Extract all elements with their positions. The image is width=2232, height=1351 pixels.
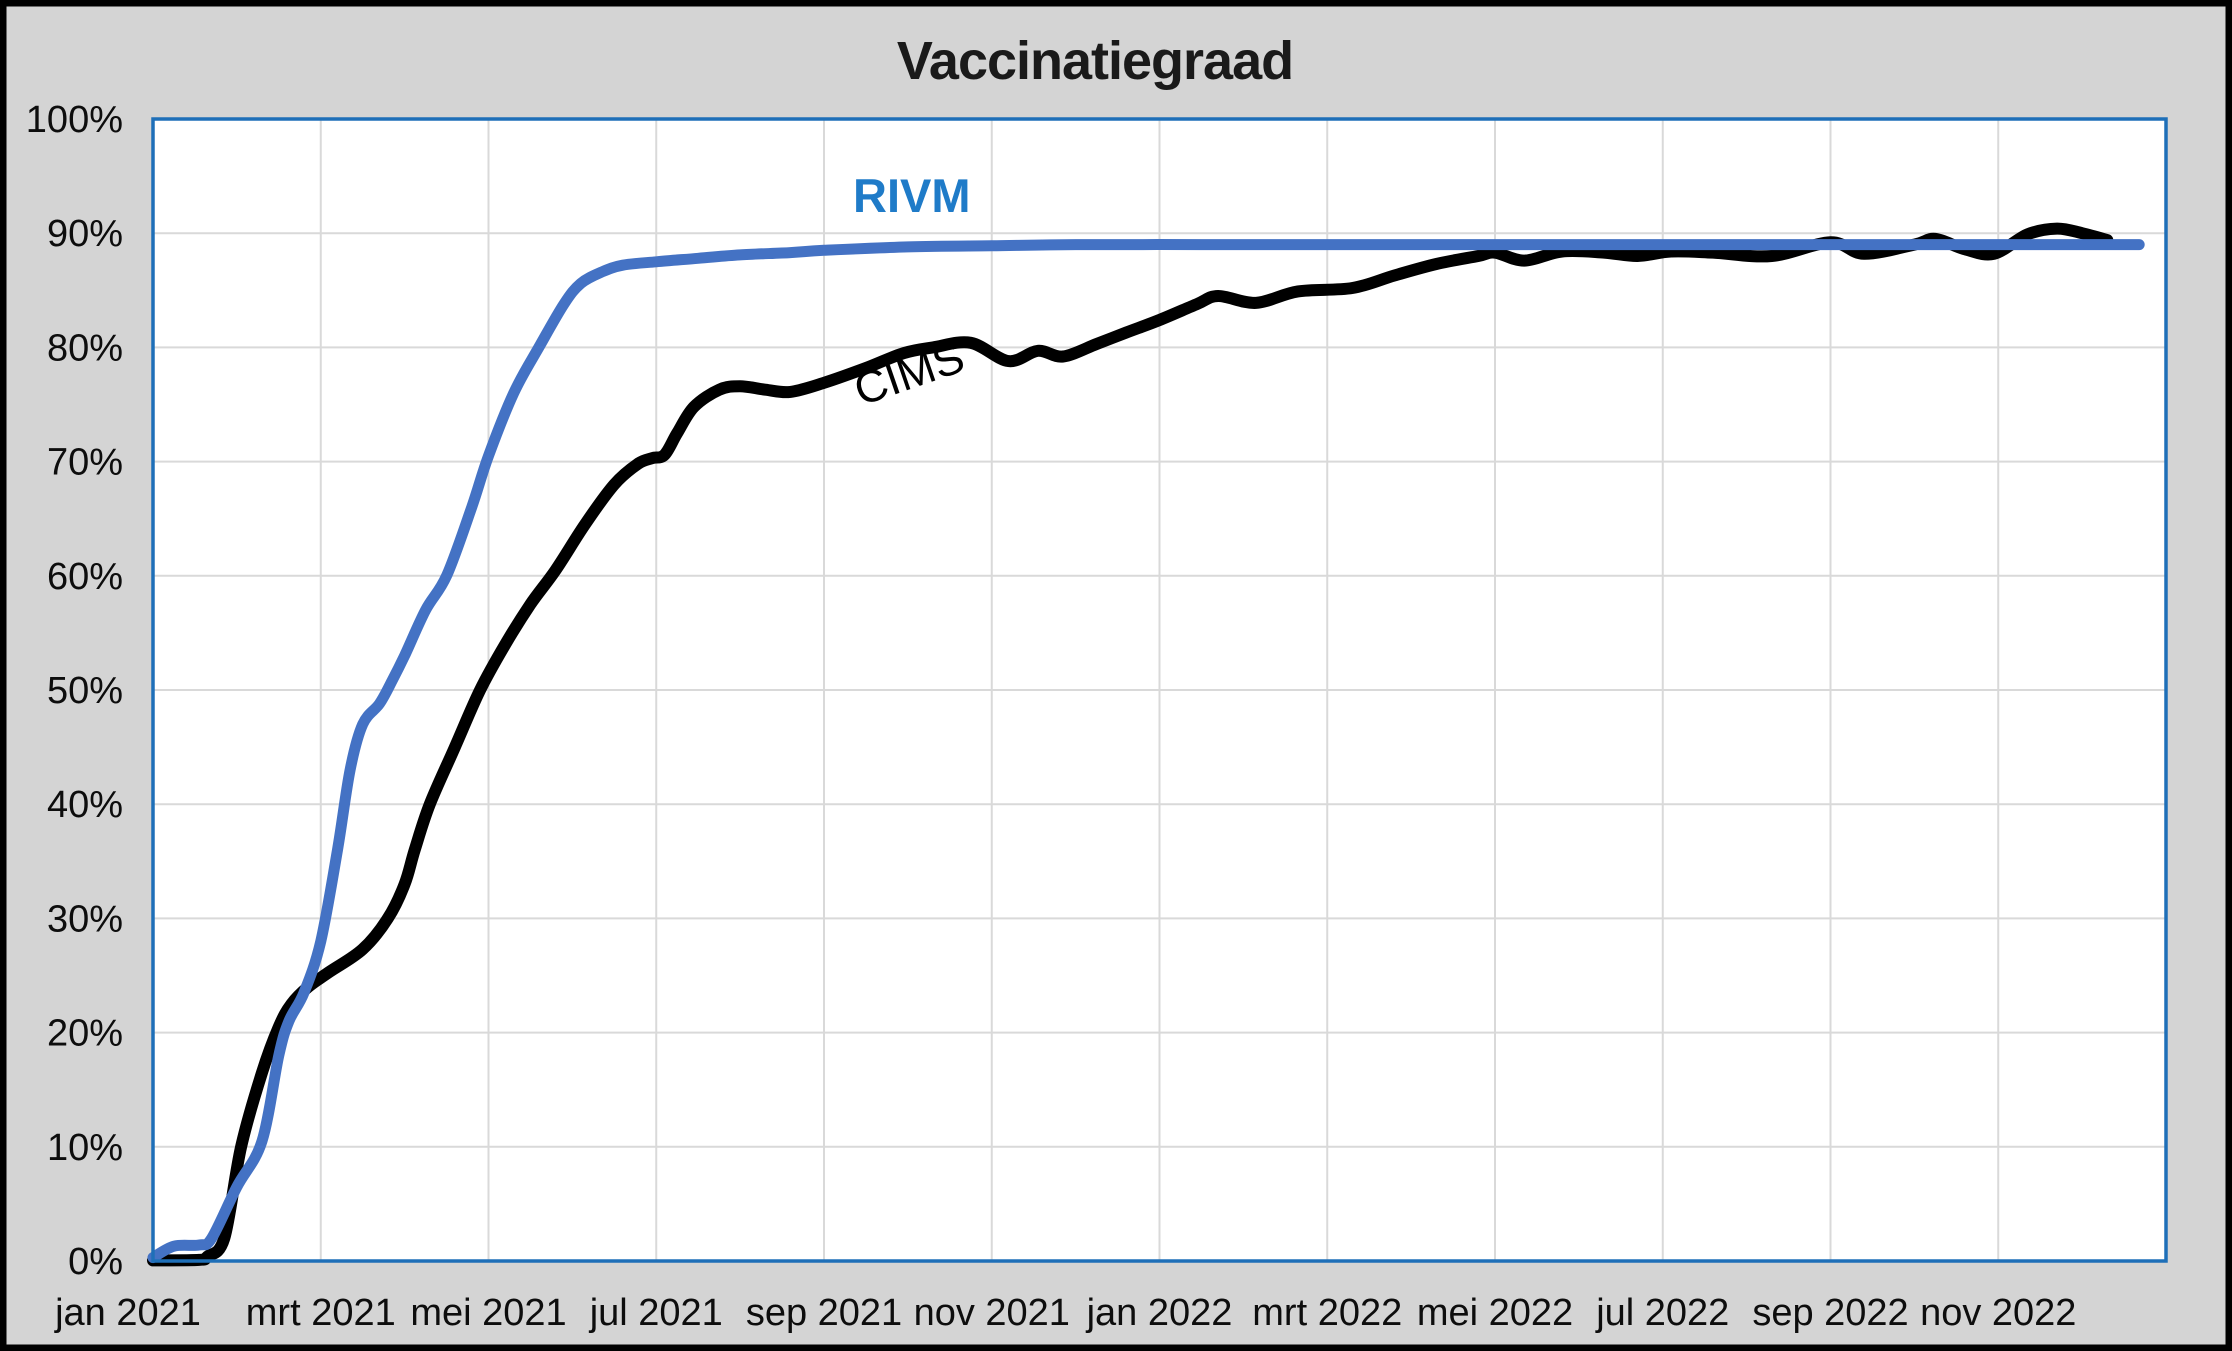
x-tick-label: nov 2022 — [1920, 1292, 2076, 1334]
x-tick-label: jan 2021 — [54, 1292, 201, 1334]
x-tick-label: sep 2021 — [746, 1292, 902, 1334]
x-tick-label: nov 2021 — [914, 1292, 1070, 1334]
y-tick-label: 60% — [47, 556, 123, 598]
x-tick-label: jan 2022 — [1086, 1292, 1233, 1334]
x-tick-label: mrt 2021 — [246, 1292, 396, 1334]
y-tick-label: 30% — [47, 898, 123, 940]
chart-title: Vaccinatiegraad — [896, 31, 1294, 91]
x-tick-label: sep 2022 — [1752, 1292, 1908, 1334]
y-tick-label: 100% — [26, 99, 123, 141]
y-tick-label: 80% — [47, 327, 123, 369]
x-tick-label: mei 2022 — [1417, 1292, 1573, 1334]
y-tick-label: 10% — [47, 1127, 123, 1169]
rivm-series-label: RIVM — [853, 169, 971, 222]
y-tick-label: 50% — [47, 670, 123, 712]
rivm-line — [147, 239, 2145, 1264]
cims-line — [147, 222, 2114, 1267]
y-tick-label: 0% — [68, 1241, 123, 1283]
y-tick-label: 90% — [47, 213, 123, 255]
plot-border — [151, 117, 2168, 1263]
x-tick-label: jul 2022 — [1595, 1292, 1729, 1334]
x-tick-label: mrt 2022 — [1252, 1292, 1402, 1334]
y-tick-label: 20% — [47, 1013, 123, 1055]
x-tick-label: mei 2021 — [410, 1292, 566, 1334]
y-tick-label: 40% — [47, 784, 123, 826]
y-tick-label: 70% — [47, 442, 123, 484]
x-tick-label: jul 2021 — [589, 1292, 723, 1334]
